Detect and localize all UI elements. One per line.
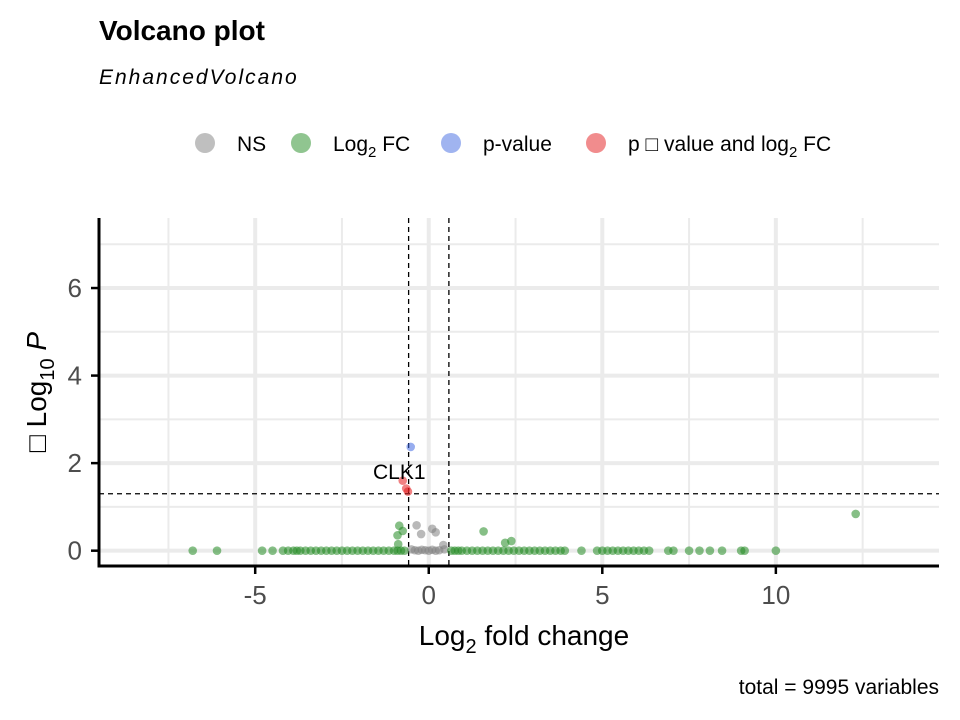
- legend-item: NS: [195, 133, 266, 156]
- data-point: [644, 546, 654, 555]
- y-ticks: 0 2 4 6: [68, 273, 99, 566]
- data-point: [440, 545, 449, 554]
- data-point: [257, 546, 267, 555]
- data-point: [669, 546, 678, 555]
- threshold-lines: [99, 218, 939, 566]
- grid: [99, 218, 939, 566]
- data-point: [398, 476, 408, 485]
- legend-item: p-value: [441, 133, 552, 156]
- data-point: [403, 487, 413, 496]
- data-point: [507, 536, 516, 546]
- data-point: [412, 520, 421, 530]
- caption: total = 9995 variables: [739, 676, 939, 699]
- point-label: CLK1: [373, 461, 426, 484]
- legend-item: Log2 FC: [291, 133, 410, 161]
- data-point: [431, 527, 440, 537]
- points: [188, 442, 860, 555]
- x-ticks: -5 0 5 10: [244, 566, 790, 610]
- x-tick-label: 5: [595, 580, 609, 610]
- axes: [97, 218, 939, 568]
- legend-label: p □ value and log2 FC: [628, 133, 831, 161]
- x-axis-title: Log2 fold change: [419, 620, 629, 658]
- y-tick-label: 4: [68, 361, 82, 391]
- data-point: [560, 546, 570, 555]
- legend-label: Log2 FC: [333, 133, 410, 161]
- x-tick-label: 10: [761, 580, 790, 610]
- data-point: [268, 546, 277, 555]
- data-point: [398, 526, 408, 536]
- legend-swatch: [195, 133, 215, 153]
- x-tick-label: -5: [244, 580, 267, 610]
- x-tick-label: 0: [422, 580, 436, 610]
- legend-swatch: [291, 133, 311, 153]
- point-labels: CLK1: [373, 461, 426, 484]
- data-point: [851, 509, 860, 519]
- chart-title: Volcano plot: [99, 15, 265, 46]
- data-point: [416, 529, 426, 539]
- y-tick-label: 0: [68, 536, 82, 566]
- data-point: [406, 442, 416, 452]
- data-point: [771, 546, 781, 555]
- data-point: [400, 546, 409, 555]
- chart-subtitle: EnhancedVolcano: [99, 66, 299, 89]
- data-point: [188, 546, 198, 555]
- y-axis-title: □ Log10 P: [21, 332, 59, 452]
- y-tick-label: 6: [68, 273, 82, 303]
- data-point: [740, 546, 749, 555]
- data-point: [212, 546, 222, 555]
- data-point: [705, 546, 715, 555]
- legend-item: p □ value and log2 FC: [586, 133, 831, 161]
- legend: NS Log2 FC p-value p □ value and log2 FC: [195, 133, 831, 161]
- data-point: [717, 546, 727, 555]
- legend-swatch: [441, 133, 461, 153]
- data-point: [393, 539, 403, 549]
- data-point: [479, 527, 488, 536]
- data-point: [695, 546, 704, 555]
- data-point: [577, 546, 586, 555]
- legend-label: p-value: [483, 133, 552, 156]
- legend-swatch: [586, 133, 606, 153]
- legend-label: NS: [237, 133, 266, 156]
- data-point: [684, 546, 694, 555]
- y-tick-label: 2: [68, 448, 82, 478]
